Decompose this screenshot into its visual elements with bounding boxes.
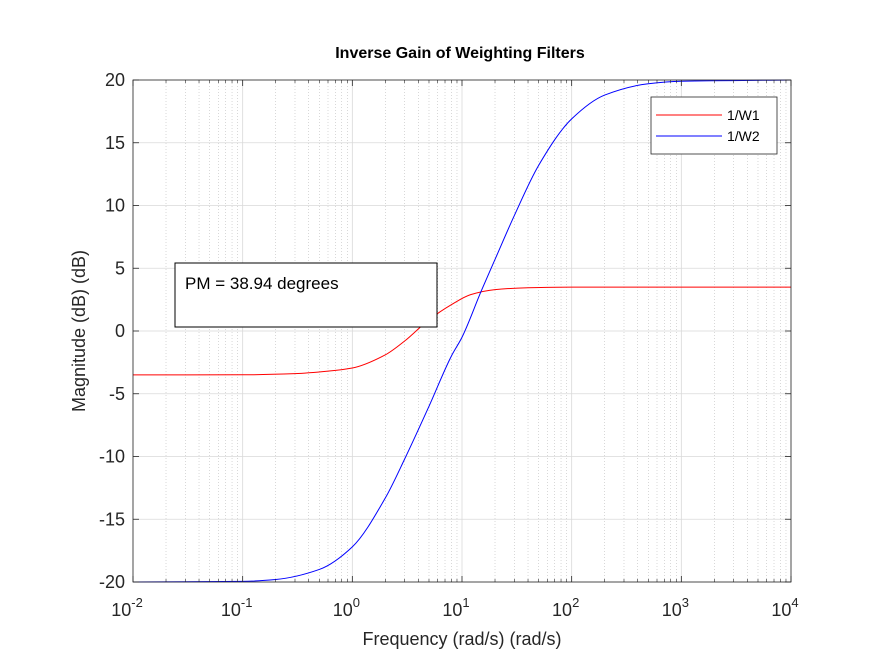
chart-title: Inverse Gain of Weighting Filters bbox=[335, 45, 585, 62]
x-tick-label: 102 bbox=[552, 595, 579, 620]
x-tick-label: 100 bbox=[333, 595, 360, 620]
y-tick-label: -15 bbox=[99, 509, 125, 529]
y-tick-label: -5 bbox=[109, 384, 125, 404]
legend-items: 1/W1 1/W2 bbox=[656, 107, 760, 144]
legend-label-1w2: 1/W2 bbox=[727, 128, 760, 144]
x-tick-label: 10-1 bbox=[221, 595, 253, 620]
x-axis-label: Frequency (rad/s) (rad/s) bbox=[362, 629, 561, 649]
x-tick-label: 104 bbox=[771, 595, 798, 620]
y-tick-labels: -20 -15 -10 -5 0 5 10 15 20 bbox=[99, 70, 125, 592]
y-tick-label: -10 bbox=[99, 447, 125, 467]
legend: 1/W1 1/W2 bbox=[650, 96, 778, 155]
y-axis-label: Magnitude (dB) (dB) bbox=[69, 250, 89, 412]
annotation-box bbox=[174, 262, 438, 328]
y-tick-label: 20 bbox=[105, 70, 125, 90]
annotation: PM = 38.94 degrees bbox=[174, 262, 438, 328]
legend-box bbox=[650, 96, 778, 155]
x-tick-label: 10-2 bbox=[111, 595, 143, 620]
y-tick-label: 15 bbox=[105, 133, 125, 153]
series-line-1w2 bbox=[132, 79, 792, 583]
x-tick-label: 101 bbox=[442, 595, 469, 620]
x-tick-label: 103 bbox=[662, 595, 689, 620]
annotation-text: PM = 38.94 degrees bbox=[185, 274, 339, 293]
y-tick-label: 10 bbox=[105, 196, 125, 216]
x-tick-labels: 10-2 10-1 100 101 102 103 104 bbox=[111, 595, 798, 620]
y-tick-label: -20 bbox=[99, 572, 125, 592]
ticks bbox=[132, 79, 792, 583]
legend-label-1w1: 1/W1 bbox=[727, 107, 760, 123]
y-tick-label: 0 bbox=[115, 321, 125, 341]
y-tick-label: 5 bbox=[115, 258, 125, 278]
